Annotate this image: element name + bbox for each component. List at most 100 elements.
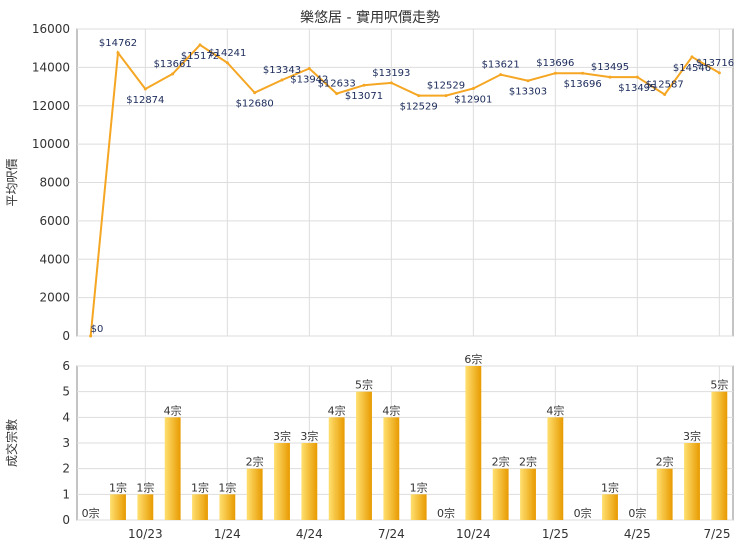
price-data-label: $13942 — [290, 74, 328, 85]
price-point — [444, 94, 448, 98]
price-point — [362, 83, 366, 87]
y-tick-label: 4 — [62, 410, 70, 424]
price-point — [608, 75, 612, 79]
transaction-bar — [383, 417, 400, 520]
price-data-label: $13696 — [536, 58, 574, 69]
price-data-label: $12901 — [454, 94, 492, 105]
bar-data-label: 3宗 — [300, 429, 318, 443]
y-axis-label: 平均呎價 — [5, 158, 19, 206]
transaction-bar — [520, 468, 536, 520]
transaction-bar — [356, 391, 372, 520]
price-data-label: $12680 — [236, 99, 274, 110]
price-data-label: $13495 — [618, 83, 656, 94]
bar-data-label: 1宗 — [109, 480, 127, 494]
y-tick-label: 2000 — [39, 291, 70, 305]
x-tick-label: 7/25 — [704, 527, 731, 541]
transaction-bar — [684, 443, 700, 520]
transaction-bar — [328, 417, 345, 520]
bar-data-label: 5宗 — [355, 378, 373, 392]
bar-data-label: 5宗 — [710, 378, 728, 392]
price-data-label: $14546 — [673, 63, 711, 74]
price-point — [581, 71, 585, 75]
bar-data-label: 0宗 — [82, 506, 100, 520]
price-data-label: $13303 — [509, 87, 547, 98]
price-point — [171, 72, 175, 76]
transaction-bar — [410, 494, 427, 520]
bar-data-label: 1宗 — [136, 480, 154, 494]
price-data-label: $12633 — [318, 79, 356, 90]
transaction-bar — [602, 494, 618, 520]
price-point — [499, 73, 503, 77]
transaction-bar — [137, 494, 154, 520]
bar-data-label: 6宗 — [464, 352, 482, 366]
price-point — [307, 66, 311, 70]
transaction-bar — [656, 468, 673, 520]
transaction-bar — [465, 366, 482, 520]
y-tick-label: 1 — [62, 487, 70, 501]
bar-data-label: 2宗 — [519, 455, 537, 469]
y-axis-label: 成交宗數 — [4, 419, 19, 467]
price-point — [335, 92, 339, 96]
bar-data-label: 0宗 — [437, 506, 455, 520]
price-data-label: $13621 — [482, 60, 520, 71]
y-tick-label: 10000 — [32, 137, 70, 151]
y-tick-label: 16000 — [32, 22, 70, 36]
price-point — [89, 334, 93, 338]
x-tick-label: 7/24 — [378, 527, 405, 541]
transaction-bar — [164, 417, 181, 520]
y-tick-label: 6 — [62, 359, 70, 373]
price-point — [690, 55, 694, 59]
bar-data-label: 0宗 — [574, 506, 592, 520]
transaction-bar — [301, 443, 318, 520]
bar-data-label: 4宗 — [382, 403, 400, 417]
y-tick-label: 5 — [62, 385, 70, 399]
x-tick-label: 1/24 — [214, 527, 241, 541]
y-tick-label: 0 — [62, 329, 70, 343]
transaction-bar — [547, 417, 564, 520]
bar-data-label: 2宗 — [246, 455, 264, 469]
bar-data-label: 1宗 — [218, 480, 236, 494]
price-point — [253, 91, 257, 95]
transaction-bar — [219, 494, 236, 520]
price-point — [116, 51, 120, 55]
price-point — [198, 43, 202, 47]
y-tick-label: 8000 — [39, 176, 70, 190]
y-tick-label: 12000 — [32, 99, 70, 113]
chart-title: 樂悠居 - 實用呎價走勢 — [300, 10, 440, 26]
bar-data-label: 1宗 — [191, 480, 209, 494]
bar-data-label: 4宗 — [546, 403, 564, 417]
price-point — [389, 81, 393, 85]
price-data-label: $14241 — [208, 48, 246, 59]
price-data-label: $13071 — [345, 91, 383, 102]
price-point — [225, 61, 229, 65]
bar-data-label: 2宗 — [656, 455, 674, 469]
y-tick-label: 6000 — [39, 214, 70, 228]
price-data-label: $0 — [91, 324, 104, 335]
price-data-label: $13661 — [154, 59, 192, 70]
price-data-label: $13193 — [372, 68, 410, 79]
x-tick-label: 10/23 — [128, 527, 163, 541]
transaction-bar — [274, 443, 290, 520]
price-point — [143, 87, 147, 91]
x-tick-label: 10/24 — [456, 527, 491, 541]
price-data-label: $13696 — [564, 79, 602, 90]
price-data-label: $13495 — [591, 62, 629, 73]
price-point — [526, 79, 530, 83]
price-point — [553, 71, 557, 75]
price-data-label: $12874 — [126, 95, 164, 106]
price-point — [635, 75, 639, 79]
transaction-bar — [192, 494, 208, 520]
price-point — [663, 92, 667, 96]
bar-data-label: 0宗 — [628, 506, 646, 520]
bar-data-label: 1宗 — [410, 480, 428, 494]
price-line — [89, 43, 720, 337]
y-tick-label: 4000 — [39, 252, 70, 266]
price-point — [417, 94, 421, 98]
x-tick-label: 4/24 — [296, 527, 323, 541]
price-data-label: $13716 — [696, 58, 734, 69]
price-point — [717, 71, 721, 75]
price-data-label: $15172 — [181, 51, 219, 62]
price-data-label: $12529 — [427, 81, 465, 92]
